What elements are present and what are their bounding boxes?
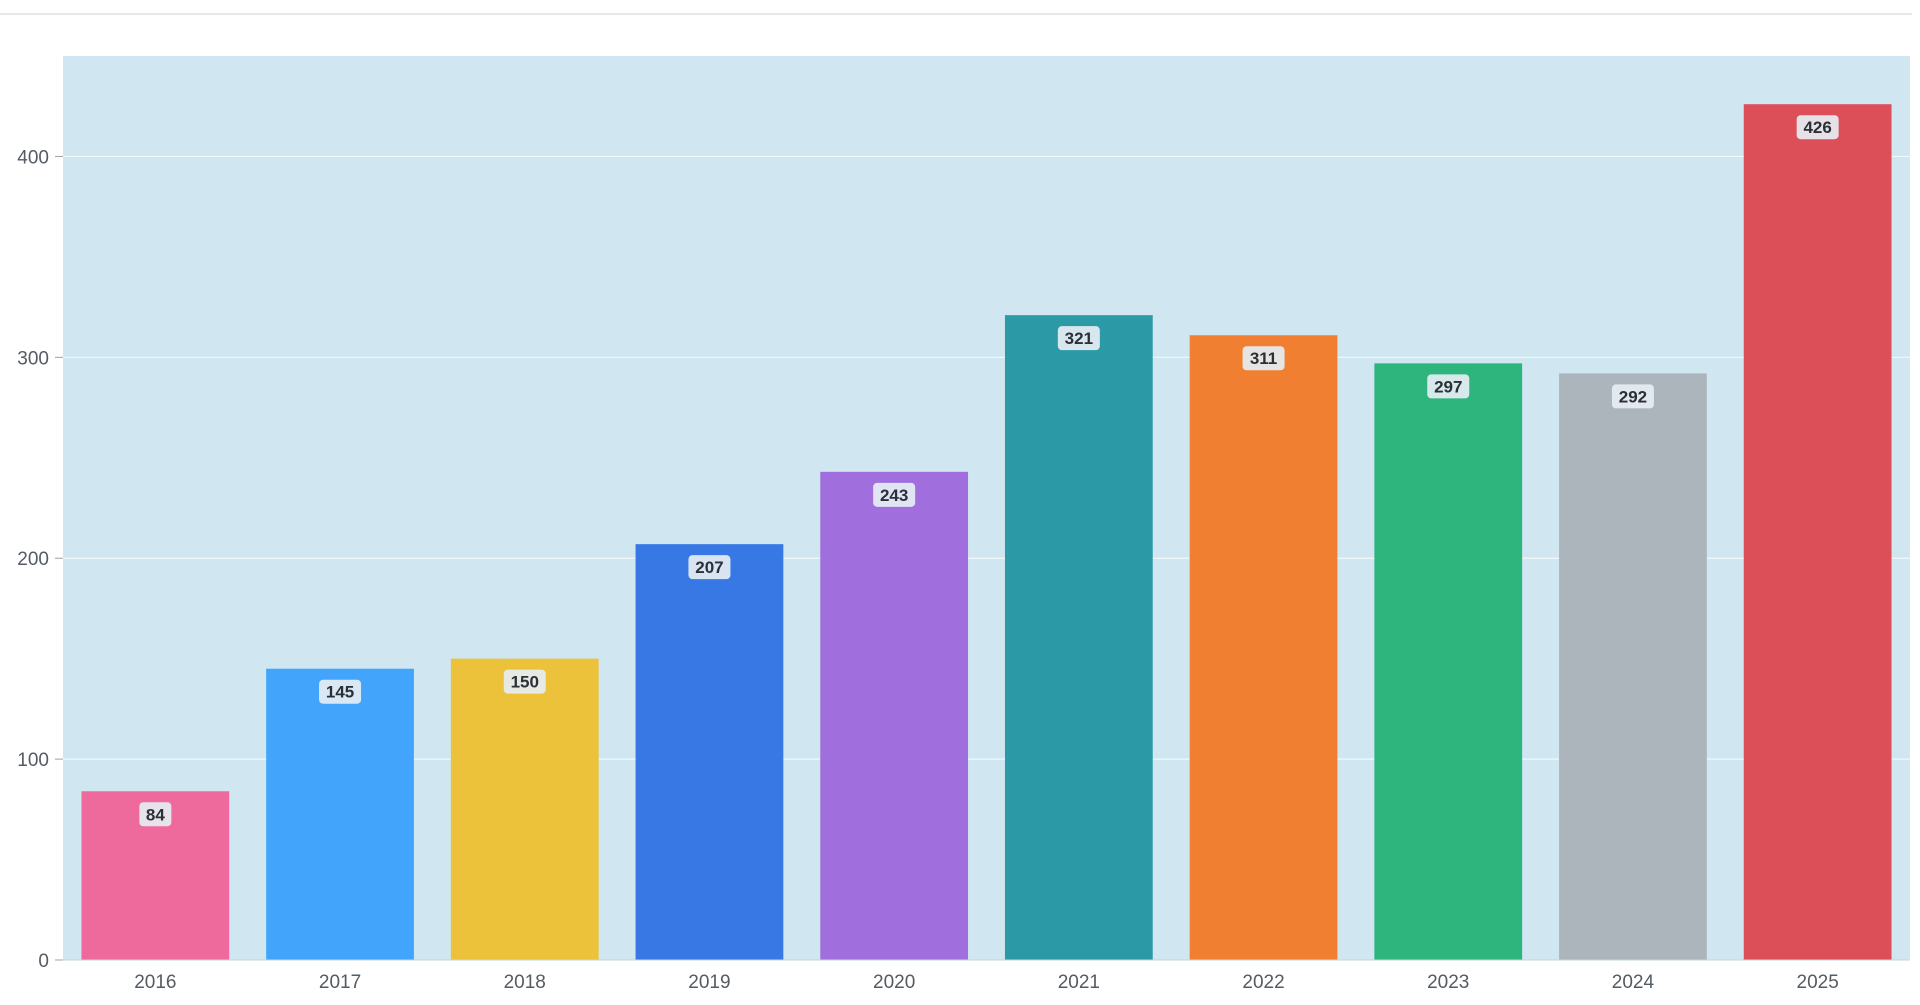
x-tick-label: 2017: [319, 972, 361, 993]
x-tick-label: 2021: [1058, 972, 1100, 993]
data-label: 321: [1065, 329, 1093, 348]
y-tick-label: 0: [38, 951, 49, 972]
x-tick-label: 2024: [1612, 972, 1655, 993]
data-label: 297: [1434, 377, 1462, 396]
data-label: 207: [695, 558, 723, 577]
data-label-badge: [319, 679, 362, 704]
data-labels: 84 145 150 207 243 321 311 297 292 426: [139, 115, 1839, 827]
data-label-badge: [1796, 115, 1839, 140]
data-label-badge: [503, 669, 546, 694]
y-tick-label: 400: [17, 147, 49, 168]
x-tick-label: 2016: [134, 972, 176, 993]
bar-2025: [1743, 104, 1892, 961]
bar-2018: [450, 658, 599, 960]
y-tick-label: 300: [17, 348, 49, 369]
data-label-badge: [1057, 326, 1100, 351]
data-label-badge: [1427, 374, 1470, 399]
bar-2017: [266, 668, 414, 960]
x-axis: 2016 2017 2018 2019 2020 2021 2022 2023 2024 2025: [63, 959, 1910, 993]
data-label: 243: [880, 486, 908, 505]
data-label: 426: [1803, 118, 1831, 137]
data-label-badge: [1242, 346, 1285, 371]
bar-2021: [1004, 315, 1153, 960]
data-label-badge: [873, 482, 916, 507]
top-divider: [0, 13, 1912, 15]
data-label: 311: [1250, 349, 1277, 368]
bar-2019: [635, 544, 784, 960]
bars: [81, 104, 1892, 961]
x-tick-label: 2025: [1797, 972, 1839, 993]
bar-2020: [820, 471, 969, 960]
bar-2024: [1559, 373, 1707, 961]
x-tick-label: 2019: [688, 972, 730, 993]
data-label: 84: [146, 805, 165, 824]
data-label: 150: [511, 673, 539, 692]
data-label: 145: [326, 683, 354, 702]
data-label-badge: [1611, 384, 1654, 409]
data-label-badge: [688, 555, 731, 580]
y-axis: 0 100 200 300 400: [17, 147, 63, 972]
y-tick-label: 200: [17, 549, 49, 570]
x-tick-label: 2023: [1427, 972, 1469, 993]
x-tick-label: 2018: [504, 972, 546, 993]
data-label-badge: [139, 802, 172, 827]
data-label: 292: [1619, 387, 1647, 406]
x-tick-label: 2020: [873, 972, 915, 993]
y-tick-label: 100: [17, 750, 49, 771]
x-tick-label: 2022: [1242, 972, 1284, 993]
bar-2022: [1189, 335, 1338, 960]
bar-2023: [1374, 363, 1523, 960]
